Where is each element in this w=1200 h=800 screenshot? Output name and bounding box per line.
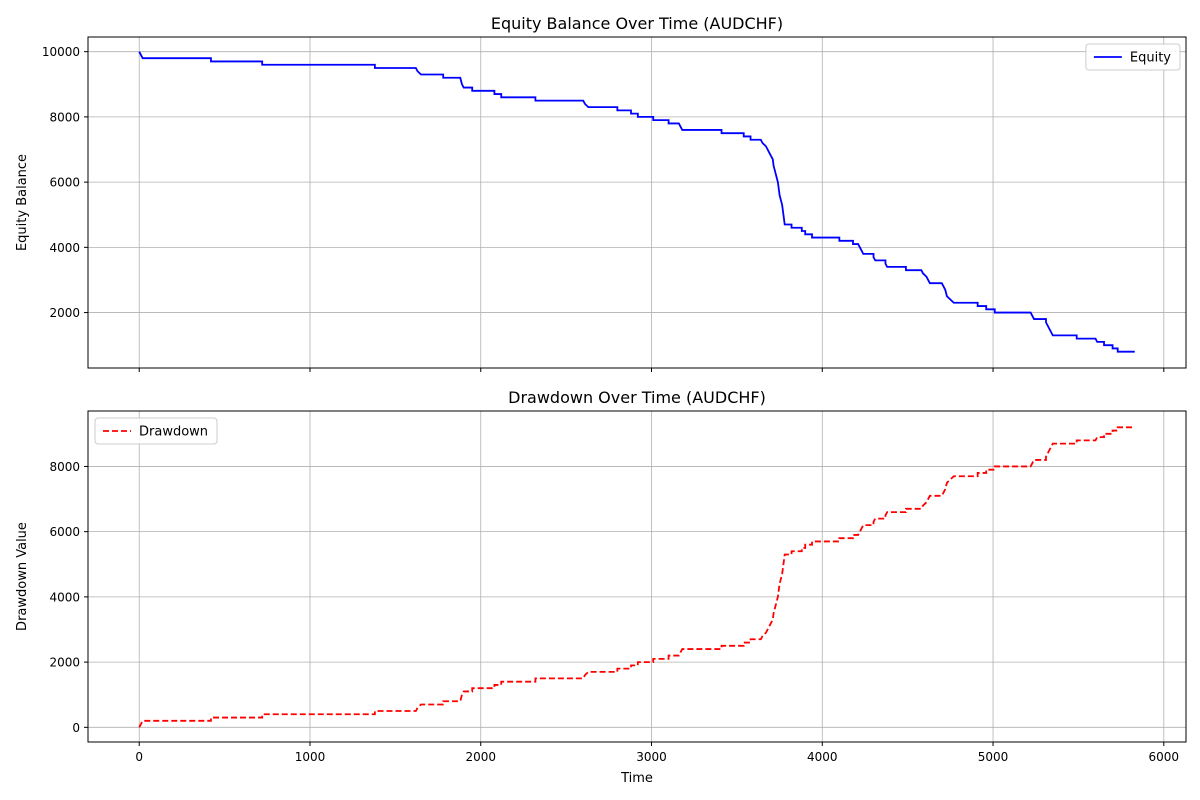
x-tick-label: 5000 [978,750,1009,764]
x-tick-label: 4000 [807,750,838,764]
x-tick-label: 6000 [1149,750,1180,764]
x-axis-label: Time [620,771,653,786]
x-tick-label: 3000 [636,750,667,764]
legend: Drawdown [94,417,218,445]
y-tick-label: 0 [72,721,80,735]
legend-box [1085,43,1181,71]
y-tick-label: 10000 [42,45,80,59]
y-axis-label: Equity Balance [15,154,30,251]
y-tick-label: 4000 [49,590,80,604]
series-line-equity [138,51,1135,353]
axes-frame [87,36,1187,369]
x-tick-label: 0 [135,750,143,764]
y-tick-label: 4000 [49,241,80,255]
legend-label: Drawdown [139,425,208,440]
x-tick-label: 2000 [465,750,496,764]
subplot-1: 0 1000 2000 3000 4000 5000 6000 0 2000 4000 6000 80… [15,388,1187,786]
y-tick-label: 6000 [49,525,80,539]
legend-box [94,417,218,445]
legend: Equity [1085,43,1181,71]
chart-title: Equity Balance Over Time (AUDCHF) [491,14,783,33]
y-tick-label: 8000 [49,460,80,474]
x-tick-label: 1000 [295,750,326,764]
subplot-0: 2000 4000 6000 8000 10000 Equity Balance Over… [15,14,1187,372]
y-tick-label: 8000 [49,110,80,124]
series-line-drawdown [138,426,1135,728]
y-tick-label: 2000 [49,306,80,320]
legend-label: Equity [1130,51,1171,66]
y-axis-label: Drawdown Value [15,522,30,631]
axes-frame [87,410,1187,743]
y-tick-label: 6000 [49,176,80,190]
y-tick-label: 2000 [49,656,80,670]
chart-title: Drawdown Over Time (AUDCHF) [508,388,766,407]
